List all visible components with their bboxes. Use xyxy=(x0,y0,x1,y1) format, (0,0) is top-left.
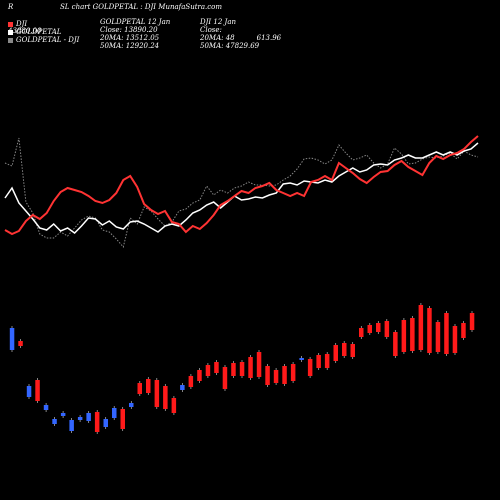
candle-body xyxy=(163,386,168,409)
candle-body xyxy=(418,305,424,350)
candle-body xyxy=(239,362,245,376)
legend-label-dji: DJI xyxy=(16,20,28,28)
candle-body xyxy=(307,359,313,376)
legend-swatch-goldpetal xyxy=(8,29,13,35)
candle-body xyxy=(154,380,160,407)
candle-body xyxy=(342,343,347,356)
legend-label-goldpetal: GOLDPETAL xyxy=(16,28,62,36)
candle-body xyxy=(316,355,321,368)
series-line-goldpetal xyxy=(4,142,479,234)
candle-body xyxy=(359,328,364,337)
legend-swatch-ratio xyxy=(8,37,13,43)
dji-info-20ma-value: 613.96 xyxy=(256,34,282,42)
candle-body xyxy=(120,409,125,429)
dji-info-date: DJI 12 Jan xyxy=(200,18,237,26)
candle-body xyxy=(461,323,466,338)
candle-body xyxy=(367,325,372,333)
candle-body xyxy=(469,313,475,330)
candle-body xyxy=(77,417,83,420)
legend-swatch-dji xyxy=(8,21,13,27)
candle-body xyxy=(265,366,270,385)
candle-body xyxy=(350,344,355,357)
dji-info-50ma: 50MA: 47829.69 xyxy=(200,42,260,50)
candle-body xyxy=(60,413,66,416)
candle-body xyxy=(427,308,432,353)
line-series-group xyxy=(4,135,479,249)
candle-body xyxy=(188,376,194,387)
candle-body xyxy=(9,328,15,350)
candle-body xyxy=(384,321,390,337)
title-left: R xyxy=(8,3,14,11)
goldpetal-info-50ma: 50MA: 12920.24 xyxy=(100,42,160,50)
dji-info: DJI 12 Jan Close: 20MA: 48 613.96 50MA: 4… xyxy=(200,18,281,50)
candle-body xyxy=(146,379,151,393)
legend-label-ratio: GOLDPETAL - DJI xyxy=(16,36,80,44)
candle-body xyxy=(290,364,296,381)
legend: DJI GOLDPETAL GOLDPETAL - DJI xyxy=(8,20,79,44)
dji-info-close: Close: xyxy=(200,26,222,34)
candle-body xyxy=(214,362,219,373)
candle-body xyxy=(86,413,91,421)
goldpetal-info-20ma: 20MA: 13512.05 xyxy=(100,34,160,42)
candle-group xyxy=(9,303,475,434)
candle-body xyxy=(282,366,287,384)
candle-body xyxy=(112,408,117,418)
candle-body xyxy=(299,358,304,360)
candle-body xyxy=(69,420,74,431)
candle-body xyxy=(103,419,108,427)
candle-body xyxy=(180,385,185,390)
candle-body xyxy=(401,320,407,352)
legend-entry-ratio: GOLDPETAL - DJI xyxy=(8,36,79,44)
goldpetal-info: GOLDPETAL 12 Jan Close: 13890.20 20MA: 1… xyxy=(100,18,170,50)
candle-body xyxy=(248,357,253,378)
candle-body xyxy=(393,332,398,356)
candle-body xyxy=(171,398,177,413)
candle-body xyxy=(376,323,381,332)
series-line-goldpetal-dji xyxy=(4,137,479,249)
candle-body xyxy=(205,365,211,376)
candle-body xyxy=(26,386,32,397)
candle-body xyxy=(333,345,338,361)
candle-body xyxy=(410,318,415,351)
candle-body xyxy=(452,326,458,353)
candle-body xyxy=(129,403,134,407)
candle-body xyxy=(273,370,279,383)
candle-body xyxy=(137,383,142,394)
legend-value: 43880.00 xyxy=(8,27,42,35)
candle-body xyxy=(197,370,202,381)
candle-body xyxy=(43,405,49,410)
legend-entry-goldpetal: GOLDPETAL xyxy=(8,28,79,36)
candle-body xyxy=(222,367,228,389)
goldpetal-info-close: Close: 13890.20 xyxy=(100,26,158,34)
candle-body xyxy=(444,313,449,354)
legend-entry-dji: DJI xyxy=(8,20,79,28)
goldpetal-info-date: GOLDPETAL 12 Jan xyxy=(100,18,171,26)
candle-body xyxy=(435,322,441,352)
series-line-dji xyxy=(4,135,479,236)
candle-body xyxy=(256,352,262,377)
candle-body xyxy=(35,380,40,401)
candle-body xyxy=(231,363,236,376)
dji-info-20ma: 20MA: 48 613.96 xyxy=(200,34,281,42)
candle-body xyxy=(52,419,57,424)
chart-title: SL chart GOLDPETAL : DJI MunafaSutra.com xyxy=(60,3,223,11)
dji-info-20ma-label: 20MA: 48 xyxy=(200,34,235,42)
candle-body xyxy=(94,412,100,432)
candle-body xyxy=(18,341,23,346)
candle-body xyxy=(324,354,330,368)
